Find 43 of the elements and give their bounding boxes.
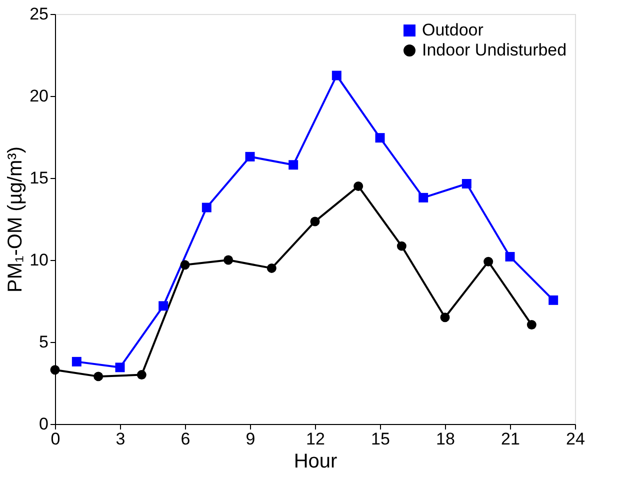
point [266,263,276,273]
point [526,320,536,330]
x-tick-label: 18 [436,430,455,448]
x-tick-label: 3 [116,430,126,448]
y-tick-label: 0 [39,414,48,434]
x-tick-label: 9 [246,430,256,448]
x-tick-label: 6 [180,430,190,448]
point [115,362,125,372]
point [440,312,450,322]
point [202,202,212,212]
point [224,255,234,265]
point [158,301,168,311]
point [94,372,104,382]
point [505,252,515,262]
x-tick-label: 12 [306,430,325,448]
point [418,192,428,202]
point [375,133,385,143]
point [548,295,558,305]
x-tick-label: 21 [501,430,520,448]
y-axis-title: PM₁-OM (µg/m³) [4,146,27,293]
point [245,152,255,162]
y-tick-label: 10 [30,250,48,270]
point [50,365,60,375]
point [462,178,472,188]
point [332,70,342,80]
x-tick-label: 15 [371,430,390,448]
legend-label: Outdoor [422,20,484,40]
y-tick-label: 15 [30,168,48,188]
y-tick-label: 20 [30,86,48,106]
point [310,216,320,226]
y-tick-label: 5 [39,332,48,352]
x-axis-title: Hour [294,450,338,472]
point [354,181,364,191]
legend-label: Indoor Undisturbed [422,40,567,60]
point [396,241,406,251]
point [136,370,146,380]
point [288,160,298,170]
x-tick-label: 0 [50,430,60,448]
y-tick-label: 25 [30,4,48,24]
point [72,356,82,366]
x-tick-label: 24 [566,430,585,448]
point [484,256,494,266]
point [180,260,190,270]
